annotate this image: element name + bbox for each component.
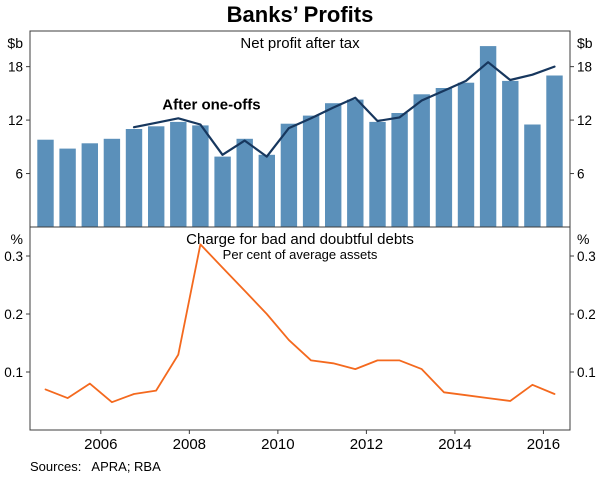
profit-bar <box>59 148 76 227</box>
profit-bar <box>280 123 298 227</box>
profit-bar <box>37 139 54 227</box>
axis-unit-left: % <box>11 231 23 247</box>
y-tick-label-right: 18 <box>577 60 592 75</box>
x-tick-label: 2006 <box>84 436 117 453</box>
profit-bar <box>170 121 187 227</box>
y-tick-label-right: 0.2 <box>577 307 596 322</box>
axis-unit-left: $b <box>7 35 23 51</box>
profit-bar <box>369 121 386 227</box>
y-tick-label-left: 0.2 <box>4 307 23 322</box>
profit-bar <box>325 103 342 227</box>
profit-bar <box>302 115 320 227</box>
axis-unit-right: % <box>577 231 589 247</box>
panel-title: Charge for bad and doubtful debts <box>186 231 414 248</box>
y-tick-label-right: 6 <box>577 167 585 182</box>
profit-bar <box>457 82 475 227</box>
profit-bar <box>391 113 408 227</box>
panel-title: Net profit after tax <box>240 35 360 52</box>
x-tick-label: 2012 <box>350 436 383 453</box>
panel-subtitle: Per cent of average assets <box>223 247 378 262</box>
plot-area: 6 6 12 12 18 18 $b $b Net profit after tax After … <box>4 30 596 453</box>
profit-bar <box>546 75 563 227</box>
profit-bar <box>413 94 430 227</box>
chart-title: Banks’ Profits <box>227 2 374 27</box>
profit-bar <box>479 46 497 227</box>
y-tick-label-left: 0.1 <box>4 365 23 380</box>
profit-bar <box>502 80 519 228</box>
sources-note: Sources: APRA; RBA <box>30 459 161 474</box>
x-tick-label: 2010 <box>261 436 294 453</box>
profit-bar <box>81 143 98 227</box>
y-tick-label-right: 12 <box>577 113 592 128</box>
bad-debts-line <box>44 243 556 404</box>
y-tick-label-left: 0.3 <box>4 249 23 264</box>
after-one-offs-line <box>132 61 556 158</box>
y-tick-label-right: 0.1 <box>577 365 596 380</box>
profit-bar <box>103 138 121 227</box>
series-annotation: After one-offs <box>162 96 260 113</box>
x-tick-label: 2014 <box>438 436 471 453</box>
y-tick-label-left: 12 <box>8 113 23 128</box>
profit-bar <box>214 156 231 227</box>
profit-bar <box>435 88 453 227</box>
profit-bar <box>192 125 209 227</box>
profit-bar <box>125 129 143 227</box>
axis-unit-right: $b <box>577 35 593 51</box>
profit-bar <box>148 126 165 227</box>
y-tick-label-left: 18 <box>8 60 23 75</box>
profit-bar <box>347 99 364 227</box>
profit-bar <box>524 124 541 227</box>
panel-border <box>29 226 571 431</box>
y-tick-label-left: 6 <box>15 167 23 182</box>
profit-bar <box>236 138 253 227</box>
x-tick-label: 2016 <box>527 436 560 453</box>
profit-bar <box>258 154 275 227</box>
y-tick-label-right: 0.3 <box>577 249 596 264</box>
x-tick-label: 2008 <box>173 436 206 453</box>
